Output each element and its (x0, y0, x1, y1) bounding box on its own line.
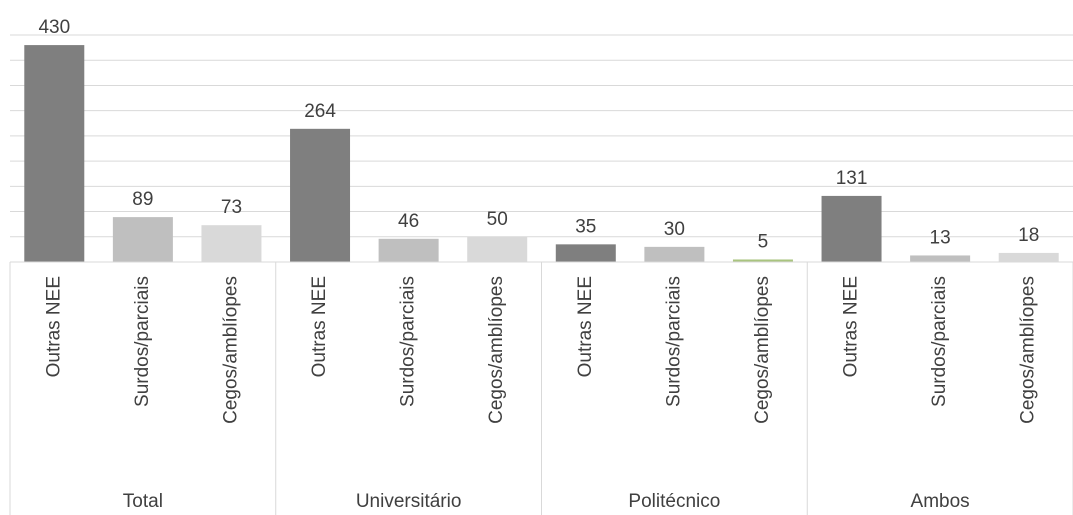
x-tick-label: Outras NEE (841, 276, 862, 377)
x-tick-label: Surdos/parciais (663, 276, 684, 407)
value-label: 13 (930, 227, 951, 248)
bar (732, 259, 793, 262)
value-label: 73 (221, 197, 242, 218)
x-tick-label: Outras NEE (43, 276, 64, 377)
value-label: 50 (487, 209, 508, 230)
x-tick-label: Cegos/amblíopes (486, 276, 507, 424)
bar (910, 255, 971, 262)
bar (378, 238, 439, 262)
bar (467, 236, 528, 262)
value-label: 18 (1018, 225, 1039, 246)
x-tick-label: Outras NEE (575, 276, 596, 377)
bar (201, 225, 262, 262)
bar (555, 244, 616, 262)
value-label: 30 (664, 219, 685, 240)
value-label: 131 (836, 168, 868, 189)
bar (112, 217, 173, 262)
group-label: Universitário (356, 491, 462, 512)
x-tick-label: Outras NEE (309, 276, 330, 377)
bar (644, 246, 705, 262)
group-label: Ambos (911, 491, 970, 512)
value-label: 264 (304, 101, 336, 122)
value-label: 5 (758, 231, 769, 252)
value-label: 46 (398, 211, 419, 232)
bar (290, 128, 351, 262)
x-tick-label: Cegos/amblíopes (220, 276, 241, 424)
group-label: Politécnico (628, 491, 720, 512)
value-label: 89 (132, 189, 153, 210)
x-tick-label: Surdos/parciais (929, 276, 950, 407)
bar (998, 252, 1059, 262)
value-label: 430 (38, 17, 70, 38)
x-tick-label: Cegos/amblíopes (752, 276, 773, 424)
bar (821, 195, 882, 262)
x-tick-label: Surdos/parciais (398, 276, 419, 407)
value-label: 35 (575, 216, 596, 237)
x-tick-label: Cegos/amblíopes (1018, 276, 1039, 424)
bar (24, 45, 85, 262)
x-tick-label: Surdos/parciais (132, 276, 153, 407)
group-label: Total (123, 491, 163, 512)
